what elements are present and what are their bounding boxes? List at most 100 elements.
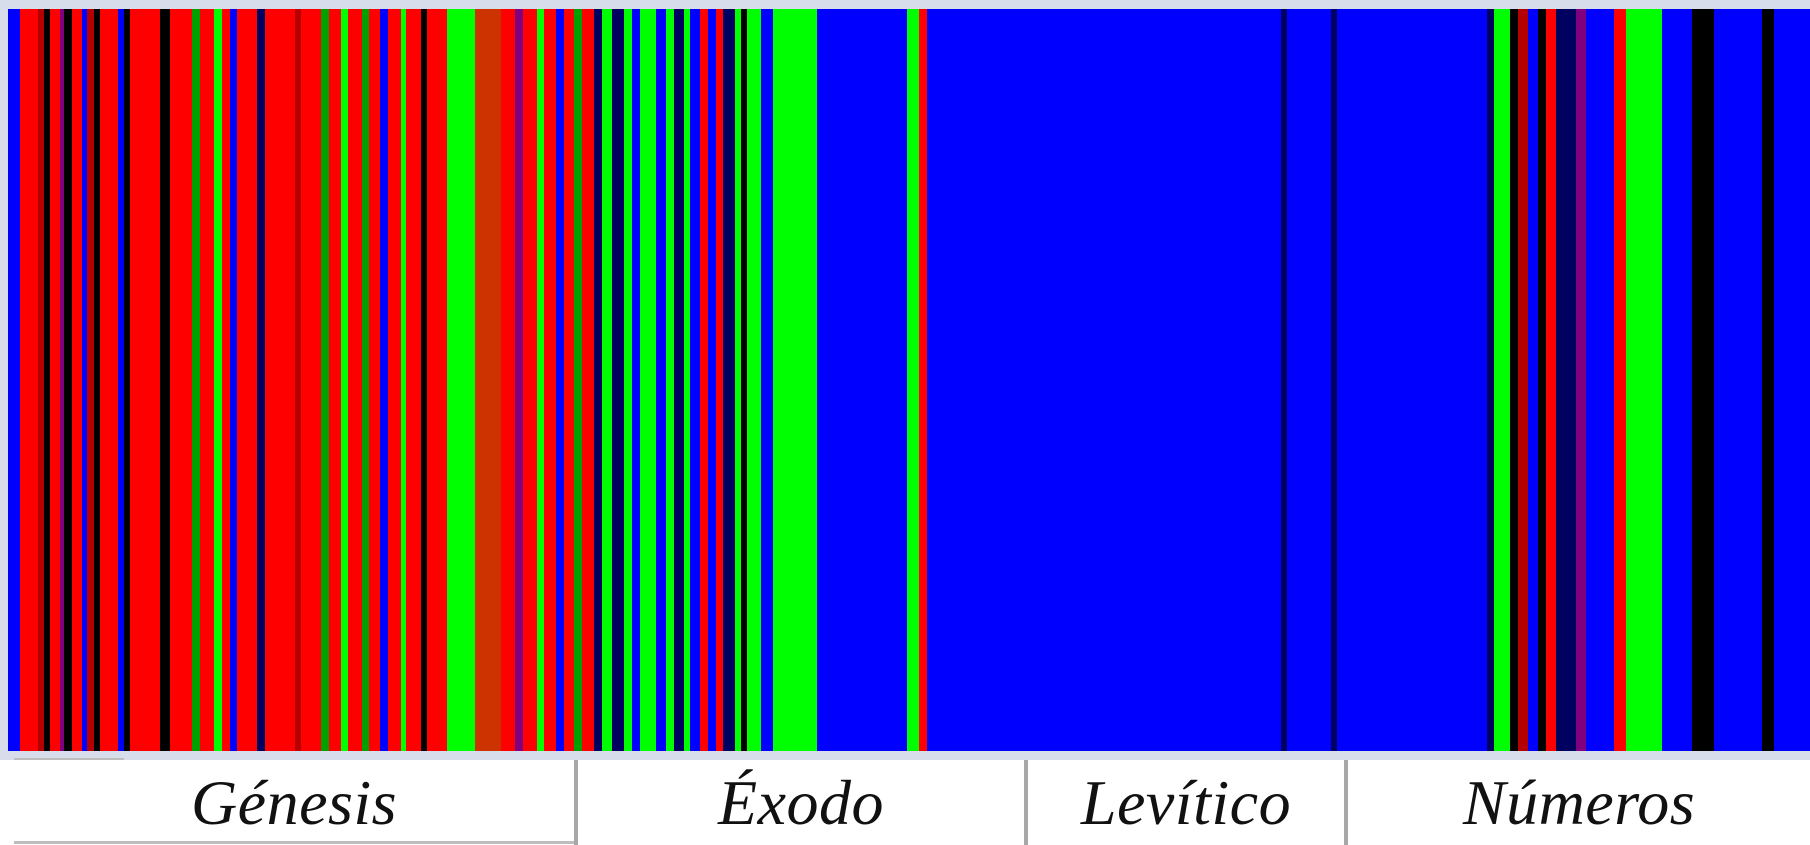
- stripe-blue-56: [656, 9, 667, 751]
- stripe-green-35: [401, 9, 407, 751]
- stripe-green-89: [1626, 9, 1663, 751]
- stripe-navy-76: [1331, 9, 1338, 751]
- stripe-green-71: [907, 9, 920, 751]
- stripe-black-13: [124, 9, 131, 751]
- stripe-black-93: [1762, 9, 1775, 751]
- stripe-red-49: [582, 9, 595, 751]
- stripe-chart: [8, 9, 1810, 751]
- stripe-dark_green-48: [574, 9, 583, 751]
- stripe-blue-60: [690, 9, 701, 751]
- stripe-purple-42: [515, 9, 524, 751]
- stripe-blue-12: [118, 9, 125, 751]
- book-label-exodo: Éxodo: [718, 766, 884, 838]
- stripe-black-3: [44, 9, 51, 751]
- stripe-blue-21: [230, 9, 238, 751]
- stripe-blue-82: [1528, 9, 1539, 751]
- stripe-chart-frame: [0, 0, 1810, 760]
- stripe-red-43: [523, 9, 538, 751]
- stripe-green-55: [640, 9, 657, 751]
- stripe-red-11: [100, 9, 119, 751]
- stripe-red-72: [919, 9, 928, 751]
- stripe-red-61: [700, 9, 709, 751]
- stripe-dark_red-2: [38, 9, 45, 751]
- stripe-blue-90: [1662, 9, 1693, 751]
- stripe-red-45: [544, 9, 557, 751]
- stripe-red-41: [501, 9, 516, 751]
- stripe-blue-54: [632, 9, 641, 751]
- stripe-blue-75: [1287, 9, 1332, 751]
- stripe-red-47: [564, 9, 575, 751]
- stripe-red-34: [388, 9, 402, 751]
- stripe-green-53: [624, 9, 633, 751]
- stripe-green-59: [684, 9, 691, 751]
- stripe-navy-64: [723, 9, 736, 751]
- stripe-red-22: [237, 9, 258, 751]
- stripe-green-39: [447, 9, 476, 751]
- stripe-red-32: [369, 9, 381, 751]
- stripe-red-36: [406, 9, 422, 751]
- stripe-red-63: [716, 9, 724, 751]
- stripe-purple-86: [1576, 9, 1587, 751]
- genesis-underline: [14, 841, 574, 844]
- stripe-navy-74: [1281, 9, 1288, 751]
- stripe-green-57: [666, 9, 675, 751]
- stripe-black-6: [64, 9, 73, 751]
- stripe-blue-92: [1714, 9, 1763, 751]
- book-divider-2: [1024, 760, 1028, 845]
- stripe-navy-23: [257, 9, 266, 751]
- stripe-black-15: [160, 9, 171, 751]
- stripe-red-26: [301, 9, 322, 751]
- stripe-red-24: [265, 9, 296, 751]
- stripe-blue-68: [761, 9, 774, 751]
- stripe-dark_green-31: [362, 9, 370, 751]
- book-label-levitico: Levítico: [1080, 766, 1292, 838]
- stripe-blue-8: [82, 9, 88, 751]
- stripe-red-18: [200, 9, 215, 751]
- stripe-red-4: [50, 9, 61, 751]
- stripe-navy-50: [594, 9, 603, 751]
- stripe-green-51: [602, 9, 613, 751]
- stripe-black-83: [1538, 9, 1547, 751]
- book-label-row: Génesis Éxodo Levítico Números: [0, 760, 1810, 845]
- stripe-blue-62: [708, 9, 717, 751]
- stripe-blue-33: [380, 9, 389, 751]
- stripe-dark_green-17: [192, 9, 201, 751]
- stripe-black-91: [1692, 9, 1715, 751]
- stripe-red-84: [1546, 9, 1557, 751]
- stripe-red-88: [1614, 9, 1627, 751]
- stripe-navy-52: [612, 9, 625, 751]
- book-divider-1: [574, 760, 578, 845]
- stripe-blue-73: [927, 9, 1282, 751]
- stripe-dark_red-25: [295, 9, 302, 751]
- stripe-green-44: [537, 9, 545, 751]
- stripe-green-69: [773, 9, 818, 751]
- stripe-green-19: [214, 9, 223, 751]
- stripe-black-80: [1510, 9, 1519, 751]
- stripe-green-79: [1494, 9, 1511, 751]
- stripe-green-67: [747, 9, 762, 751]
- stripe-red-30: [348, 9, 363, 751]
- book-label-genesis: Génesis: [190, 766, 398, 838]
- stripe-green-65: [735, 9, 742, 751]
- stripe-navy-58: [674, 9, 685, 751]
- stripe-blue-77: [1337, 9, 1488, 751]
- stripe-red-20: [222, 9, 231, 751]
- stripe-orange_red-40: [475, 9, 502, 751]
- stripe-red-28: [329, 9, 342, 751]
- stripe-blue-70: [817, 9, 908, 751]
- stripe-blue-46: [556, 9, 565, 751]
- stripe-black-66: [741, 9, 748, 751]
- stripe-red-16: [170, 9, 193, 751]
- stripe-red-14: [130, 9, 161, 751]
- stripe-blue-94: [1774, 9, 1810, 751]
- stripe-red-1: [20, 9, 39, 751]
- stripe-red-38: [427, 9, 448, 751]
- stripe-dark_red-81: [1518, 9, 1529, 751]
- book-divider-3: [1344, 760, 1348, 845]
- stripe-blue-87: [1586, 9, 1615, 751]
- stripe-black-37: [421, 9, 428, 751]
- stripe-purple-5: [60, 9, 65, 751]
- stripe-blue-0: [8, 9, 21, 751]
- stripe-green-29: [341, 9, 349, 751]
